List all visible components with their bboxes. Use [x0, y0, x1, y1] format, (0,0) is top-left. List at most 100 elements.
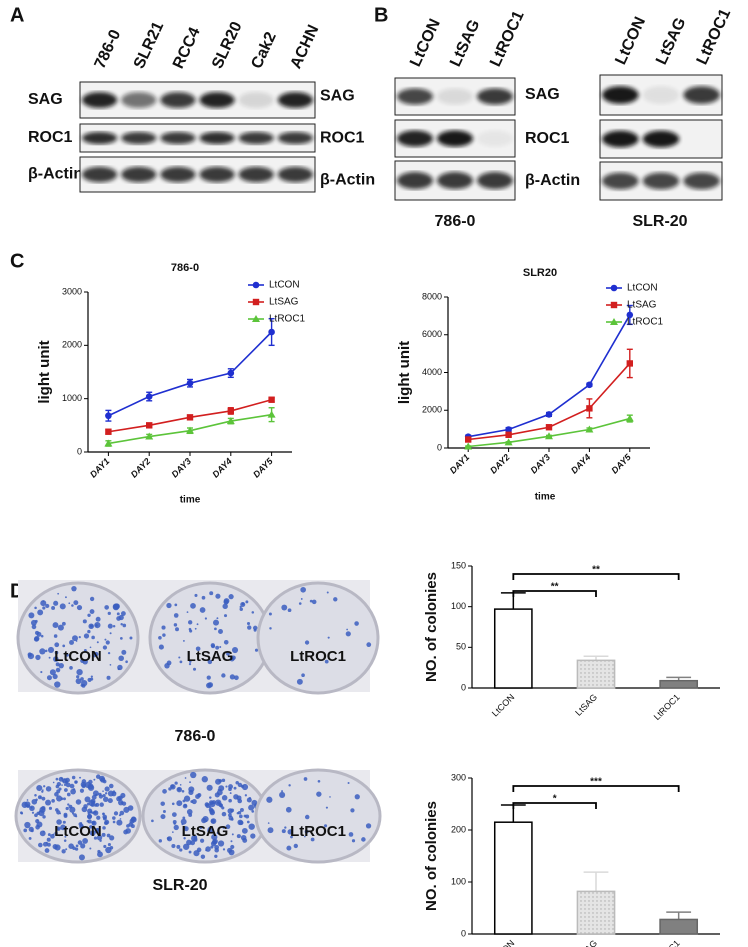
colony	[107, 623, 113, 629]
colony	[218, 779, 221, 782]
marker	[267, 410, 276, 418]
x-tick-label: DAY5	[251, 455, 275, 479]
colony	[61, 621, 66, 626]
significance-label: *	[553, 794, 557, 805]
marker	[146, 422, 153, 429]
colony	[288, 784, 291, 787]
colony	[35, 654, 41, 661]
colony	[190, 602, 196, 609]
significance-bracket	[512, 802, 597, 809]
band	[477, 88, 513, 105]
colony	[164, 663, 170, 669]
row-label: β-Actin	[28, 166, 83, 183]
colony	[208, 806, 212, 809]
colony	[102, 826, 106, 830]
band	[121, 166, 157, 183]
colony	[104, 786, 110, 792]
colony	[365, 823, 372, 829]
colony	[39, 830, 46, 837]
bar	[493, 821, 533, 935]
band	[277, 131, 314, 145]
colony	[304, 640, 310, 645]
colony	[201, 776, 208, 783]
colony	[214, 799, 222, 806]
colony	[216, 617, 219, 620]
colony	[72, 846, 76, 850]
colony	[93, 836, 98, 840]
band	[642, 172, 680, 190]
colony	[55, 662, 60, 667]
colony	[254, 648, 259, 652]
band	[121, 131, 157, 145]
colony	[197, 793, 202, 798]
colony	[239, 814, 243, 819]
y-tick-label: 2000	[62, 340, 82, 350]
colony	[90, 675, 93, 678]
colony	[184, 777, 187, 779]
colony	[179, 848, 183, 852]
colony	[46, 842, 51, 847]
colony	[80, 677, 84, 681]
colony	[102, 645, 108, 650]
colony	[55, 777, 59, 781]
colony	[235, 781, 239, 785]
marker	[545, 424, 553, 431]
colony	[161, 625, 166, 630]
colony	[71, 812, 75, 815]
y-tick-label: 3000	[62, 286, 82, 296]
colony	[179, 784, 182, 786]
colony	[58, 662, 64, 669]
colony	[333, 597, 338, 602]
colony	[62, 820, 66, 824]
colony	[237, 819, 244, 826]
x-tick-label: DAY5	[609, 451, 633, 475]
colony	[88, 799, 95, 807]
colony	[91, 635, 95, 640]
marker	[186, 426, 194, 434]
plate-label: LtSAG	[182, 823, 229, 840]
colony	[199, 826, 203, 830]
colony	[109, 846, 114, 850]
colony	[47, 833, 51, 837]
colony	[188, 850, 192, 854]
colony	[77, 840, 83, 845]
blot-frame	[79, 81, 316, 119]
colony	[81, 783, 86, 789]
colony	[174, 781, 178, 785]
colony	[48, 806, 53, 810]
lane-label: Cak2	[248, 30, 280, 72]
colony	[71, 585, 77, 592]
x-tick-label: DAY3	[529, 452, 553, 476]
colony	[239, 607, 243, 611]
colony	[284, 826, 287, 829]
colony	[40, 600, 47, 607]
lane-label: 786-0	[92, 27, 125, 71]
significance-label: **	[592, 565, 600, 576]
colony	[252, 625, 258, 631]
colony	[34, 619, 38, 623]
colony	[181, 789, 185, 793]
x-tick-label: DAY4	[569, 452, 593, 476]
colony	[58, 834, 61, 837]
x-tick-label: DAY2	[129, 456, 153, 480]
colony	[225, 824, 231, 830]
colony	[227, 847, 233, 853]
band	[397, 171, 433, 190]
colony	[268, 612, 272, 616]
colony	[183, 795, 191, 802]
colony	[193, 850, 200, 857]
colony	[44, 649, 48, 653]
colony	[54, 650, 59, 655]
colony	[63, 839, 67, 842]
colony	[92, 790, 99, 797]
row-label: β-Actin	[525, 172, 580, 189]
colony	[122, 623, 127, 628]
marker	[545, 432, 553, 440]
panel-label: A	[10, 4, 24, 26]
colony	[316, 791, 322, 797]
y-tick-label: 150	[451, 560, 466, 570]
colony	[231, 646, 239, 654]
colony	[65, 848, 68, 851]
colony	[211, 833, 218, 841]
